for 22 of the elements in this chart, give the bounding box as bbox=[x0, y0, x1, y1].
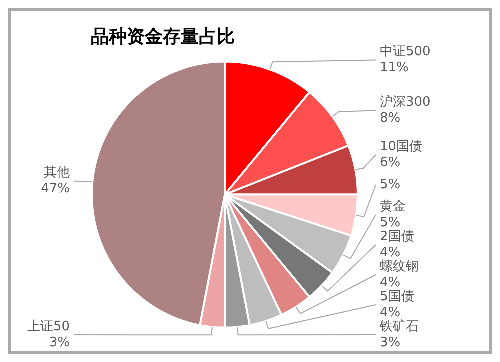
slice-label: 沪深300 bbox=[380, 94, 431, 110]
slice-label: 5国债 bbox=[380, 289, 414, 304]
slice-label: 其他 bbox=[44, 166, 70, 181]
data-label: 5% bbox=[380, 215, 401, 230]
slice-label: 铁矿石 bbox=[379, 319, 419, 334]
data-label: 4% bbox=[380, 305, 401, 320]
data-label: 11% bbox=[380, 60, 409, 76]
data-label: 47% bbox=[41, 182, 70, 197]
slice-label: 2国债 bbox=[380, 229, 414, 244]
data-label: 8% bbox=[380, 111, 401, 126]
data-label: 3% bbox=[49, 335, 70, 350]
slice-label: 中证500 bbox=[380, 44, 431, 60]
data-label: 3% bbox=[380, 335, 401, 350]
slice-label: 上证50 bbox=[27, 319, 70, 334]
data-label: 6% bbox=[380, 155, 401, 170]
data-label: 4% bbox=[380, 245, 401, 260]
slice-label: 10国债 bbox=[380, 139, 423, 154]
chart-title: 品种资金存量占比 bbox=[91, 26, 235, 48]
data-label: 4% bbox=[380, 275, 401, 290]
slice-label: 螺纹钢 bbox=[380, 259, 419, 274]
slice-label: 黄金 bbox=[380, 199, 406, 214]
data-label: 5% bbox=[380, 177, 401, 192]
